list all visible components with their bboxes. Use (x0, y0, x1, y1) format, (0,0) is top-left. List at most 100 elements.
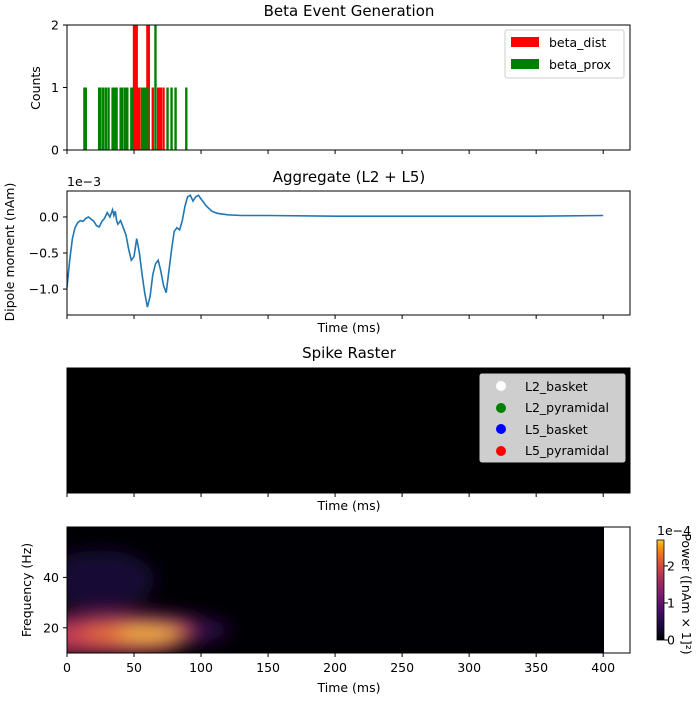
heat-band-low (67, 641, 180, 653)
aggregate-ylabel: Dipole moment (nAm) (2, 183, 17, 322)
aggregate-dipole-line (66, 194, 604, 308)
xtick-label: 300 (457, 660, 481, 675)
legend-marker-l5-basket (496, 424, 506, 434)
spike-raster-xlabel: Time (ms) (316, 498, 380, 513)
spike-raster-title: Spike Raster (302, 344, 397, 362)
ytick-label: 0 (51, 143, 59, 158)
ytick-label: 40 (43, 570, 59, 585)
colorbar-ticks: 0 1 2 (664, 558, 675, 648)
aggregate-yticks: 0.0 −0.5 −1.0 (29, 209, 67, 297)
heat-glow-upper (67, 550, 155, 610)
legend-swatch-beta-prox (511, 59, 539, 69)
bar-beta-prox (119, 87, 122, 150)
aggregate-xticks (66, 315, 604, 319)
bar-beta-prox (140, 87, 144, 150)
bar-beta-dist (132, 25, 136, 150)
bar-beta-prox (124, 87, 128, 150)
bar-beta-prox (146, 87, 149, 150)
beta-event-yticks: 0 1 2 (51, 18, 67, 158)
bar-beta-prox (83, 87, 86, 150)
legend-label-l2-basket: L2_basket (525, 379, 588, 394)
xtick-label: 400 (591, 660, 615, 675)
heat-band-peak (116, 629, 180, 639)
bar-beta-prox (185, 87, 188, 150)
bar-beta-dist (159, 87, 163, 150)
colorbar-tick-label: 1 (667, 595, 675, 610)
ytick-label: 20 (43, 620, 59, 635)
beta-event-legend: beta_dist beta_prox (504, 29, 625, 79)
bar-beta-prox (84, 87, 87, 150)
spike-raster-panel: Spike Raster Time (ms) L2_basket L2_pyra… (66, 344, 631, 513)
bar-beta-prox (126, 87, 129, 150)
xtick-label: 150 (256, 660, 280, 675)
aggregate-panel: Aggregate (L2 + L5) 1e−3 0.0 −0.5 −1.0 Tim… (2, 168, 631, 335)
colorbar-tick-label: 0 (667, 633, 675, 648)
xtick-label: 200 (323, 660, 347, 675)
aggregate-axes-frame (66, 190, 631, 316)
bar-beta-prox (130, 87, 133, 150)
bar-beta-dist (158, 87, 161, 150)
spectrogram-xlabel: Time (ms) (316, 680, 380, 695)
colorbar-offset-text: 1e−4 (657, 523, 691, 538)
bar-beta-prox (111, 87, 114, 150)
bar-beta-prox (174, 87, 177, 150)
ytick-label: 0.0 (39, 209, 59, 224)
aggregate-xlabel: Time (ms) (316, 320, 380, 335)
bar-beta-prox (170, 87, 173, 150)
bar-beta-prox (104, 87, 108, 150)
bar-beta-dist (151, 87, 154, 150)
colorbar-tick-label: 2 (667, 558, 675, 573)
beta-event-bars (83, 25, 188, 150)
spectrogram-heat (67, 550, 230, 653)
xtick-label: 100 (189, 660, 213, 675)
bar-beta-prox (144, 87, 148, 150)
bar-beta-prox (142, 87, 145, 150)
beta-event-ylabel: Counts (28, 66, 43, 110)
ytick-label: −0.5 (29, 246, 59, 261)
ytick-label: −1.0 (29, 282, 59, 297)
legend-marker-l5-pyramidal (496, 446, 506, 456)
beta-event-title: Beta Event Generation (264, 2, 435, 20)
bar-beta-prox (107, 87, 110, 150)
legend-label-l2-pyramidal: L2_pyramidal (525, 400, 609, 415)
bar-beta-prox (131, 87, 134, 150)
spectrogram-xticks: 0 50 100 150 200 250 300 350 400 (63, 653, 615, 675)
colorbar (656, 539, 665, 641)
bar-beta-prox (101, 87, 105, 150)
legend-marker-l2-basket (496, 381, 506, 391)
bar-beta-prox (123, 87, 126, 150)
legend-label-l5-basket: L5_basket (525, 422, 588, 437)
xtick-label: 50 (126, 660, 142, 675)
legend-marker-l2-pyramidal (496, 403, 506, 413)
ytick-label: 1 (51, 80, 59, 95)
bar-beta-dist (156, 87, 160, 150)
bar-beta-dist (136, 87, 140, 150)
spectrogram-ylabel: Frequency (Hz) (19, 543, 34, 637)
bar-beta-prox (112, 87, 116, 150)
beta-event-xticks (66, 150, 604, 154)
bar-beta-prox (97, 87, 101, 150)
bar-beta-prox (115, 87, 118, 150)
legend-label-l5-pyramidal: L5_pyramidal (525, 443, 609, 458)
legend-swatch-beta-dist (511, 37, 539, 47)
bar-beta-prox (114, 87, 117, 150)
xtick-label: 350 (524, 660, 548, 675)
bar-beta-prox (154, 25, 157, 150)
xtick-label: 250 (390, 660, 414, 675)
legend-label-beta-dist: beta_dist (549, 35, 606, 50)
colorbar-label: Power ([nAm × 1]²) (679, 533, 694, 654)
spike-raster-legend: L2_basket L2_pyramidal L5_basket L5_pyra… (479, 373, 626, 463)
bar-beta-dist (134, 25, 137, 150)
spike-raster-xticks (66, 493, 604, 497)
bar-beta-prox (143, 87, 146, 150)
bar-beta-prox (120, 87, 124, 150)
beta-event-panel: Beta Event Generation 0 1 2 Counts beta_di… (28, 2, 631, 158)
ytick-label: 2 (51, 18, 59, 33)
bar-beta-dist (162, 87, 165, 150)
aggregate-title: Aggregate (L2 + L5) (273, 168, 426, 186)
xtick-label: 0 (63, 660, 71, 675)
bar-beta-prox (166, 87, 169, 150)
